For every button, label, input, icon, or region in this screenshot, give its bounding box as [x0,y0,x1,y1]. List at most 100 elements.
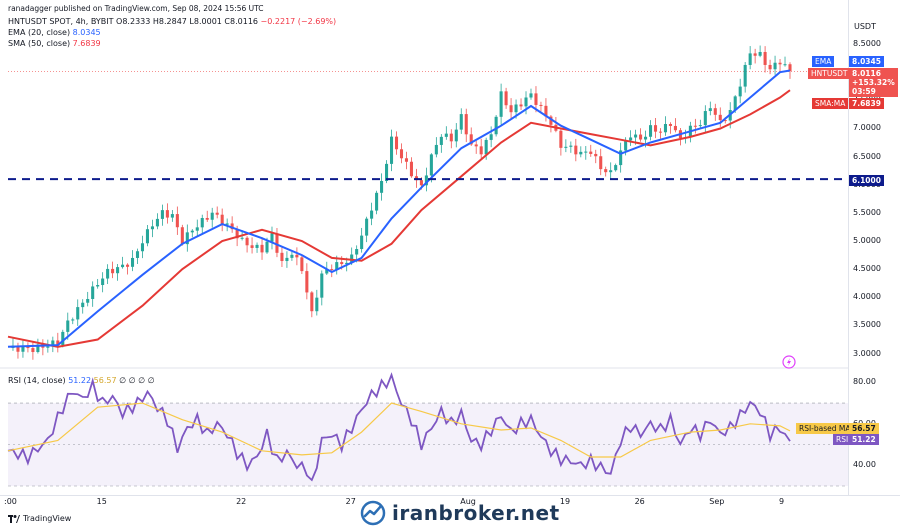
candle-body [335,262,339,270]
lightning-icon[interactable] [782,355,796,369]
candle-body [290,254,294,258]
candle-body [594,153,598,157]
sma-50-line[interactable] [7,89,791,348]
candle-body [604,169,608,173]
candle-body [619,150,623,166]
price-tick-label: 5.0000 [853,236,881,246]
candle-body [61,331,65,346]
price-tick-label: 4.5000 [853,264,881,274]
candle-body [399,149,404,159]
candle-body [494,116,498,135]
candle-body [330,269,334,271]
ohlc-values: O8.2333 H8.2847 L8.0001 C8.0116 [116,17,258,26]
rsi-line[interactable] [7,372,791,482]
candle-body [499,91,503,117]
candle-body [325,269,329,274]
candle-body [639,134,643,140]
sma-name-tag: SMA:MA [812,98,849,109]
candle-body [101,278,105,286]
price-tick-label: 8.5000 [853,39,881,49]
price-tick-label: 7.0000 [853,123,881,133]
symbol-label[interactable]: HNTUSDT SPOT, 4h, BYBIT [8,17,114,26]
time-tick-label: 19 [559,497,571,506]
candle-body [165,210,169,218]
candle-body [738,86,742,97]
time-tick-label: 22 [236,497,247,506]
candle-body [200,217,204,228]
candle-body [718,114,722,121]
countdown: 03:59 [852,87,876,96]
candle-body [295,254,299,258]
candle-body [111,268,115,274]
candle-body [693,125,697,127]
candle-body [624,140,628,151]
candle-body [285,257,289,262]
candle-body [76,307,80,320]
candle-body [708,108,712,112]
candle-body [668,124,672,126]
time-tick-label: 26 [634,497,645,506]
rsi-label: RSI (14, close) [8,376,66,385]
candle-body [265,241,269,253]
watermark: iranbroker.net [360,500,560,526]
candle-body [320,273,324,298]
tradingview-logo[interactable]: TradingView [8,514,71,523]
candle-body [449,133,453,142]
candle-body [250,245,254,248]
sma-indicator-row[interactable]: SMA (50, close) 7.6839 [8,38,336,49]
candle-body [409,161,413,177]
candle-body [66,320,70,332]
candle-body [16,345,20,352]
candle-body [71,319,75,321]
candle-body [698,125,702,127]
candle-body [713,108,717,115]
candle-body [673,125,677,131]
time-tick-label: 9 [779,497,785,506]
candle-body [180,227,184,245]
change-value: −0.2217 (−2.69%) [260,17,337,26]
candle-body [788,64,792,72]
candle-body [385,163,389,181]
ema-indicator-row[interactable]: EMA (20, close) 8.0345 [8,27,336,38]
candle-body [355,249,359,255]
candle-body [51,340,55,347]
price-tick-label: 3.0000 [853,348,881,358]
symbol-row: HNTUSDT SPOT, 4h, BYBIT O8.2333 H8.2847 … [8,16,336,27]
candle-body [185,232,189,245]
candle-body [46,346,50,348]
time-tick-label: 27 [345,497,356,506]
candle-body [121,264,125,268]
ema-20-line[interactable] [7,69,791,348]
candle-body [345,262,349,265]
candle-body [539,104,543,106]
candle-body [609,170,613,173]
candle-body [31,348,35,353]
candle-body [484,139,488,155]
ema-label: EMA (20, close) [8,28,71,37]
candle-body [768,64,772,70]
rsi-ma-line[interactable] [7,402,791,458]
candle-body [240,237,244,239]
candle-body [519,104,523,107]
candle-body [190,230,194,233]
time-axis[interactable] [0,495,900,532]
candle-body [225,223,229,225]
candle-body [195,227,199,231]
candle-body [205,217,209,220]
candle-body [126,264,130,267]
candle-body [733,96,737,111]
candle-body [56,340,60,346]
candle-body [300,257,304,272]
candle-body [579,151,583,155]
candle-body [509,105,513,113]
candle-body [305,271,309,293]
candle-body [529,93,533,98]
rsi-value-tag: 51.22 [849,434,879,445]
candle-body [464,114,468,135]
candle-body [135,251,140,258]
tradingview-label: TradingView [23,514,72,523]
candle-body [170,214,174,218]
candlestick-series [11,45,792,360]
currency-label[interactable]: USDT [854,22,876,31]
rsi-indicator-row[interactable]: RSI (14, close) 51.22 56.57 ∅ ∅ ∅ ∅ [8,376,155,385]
